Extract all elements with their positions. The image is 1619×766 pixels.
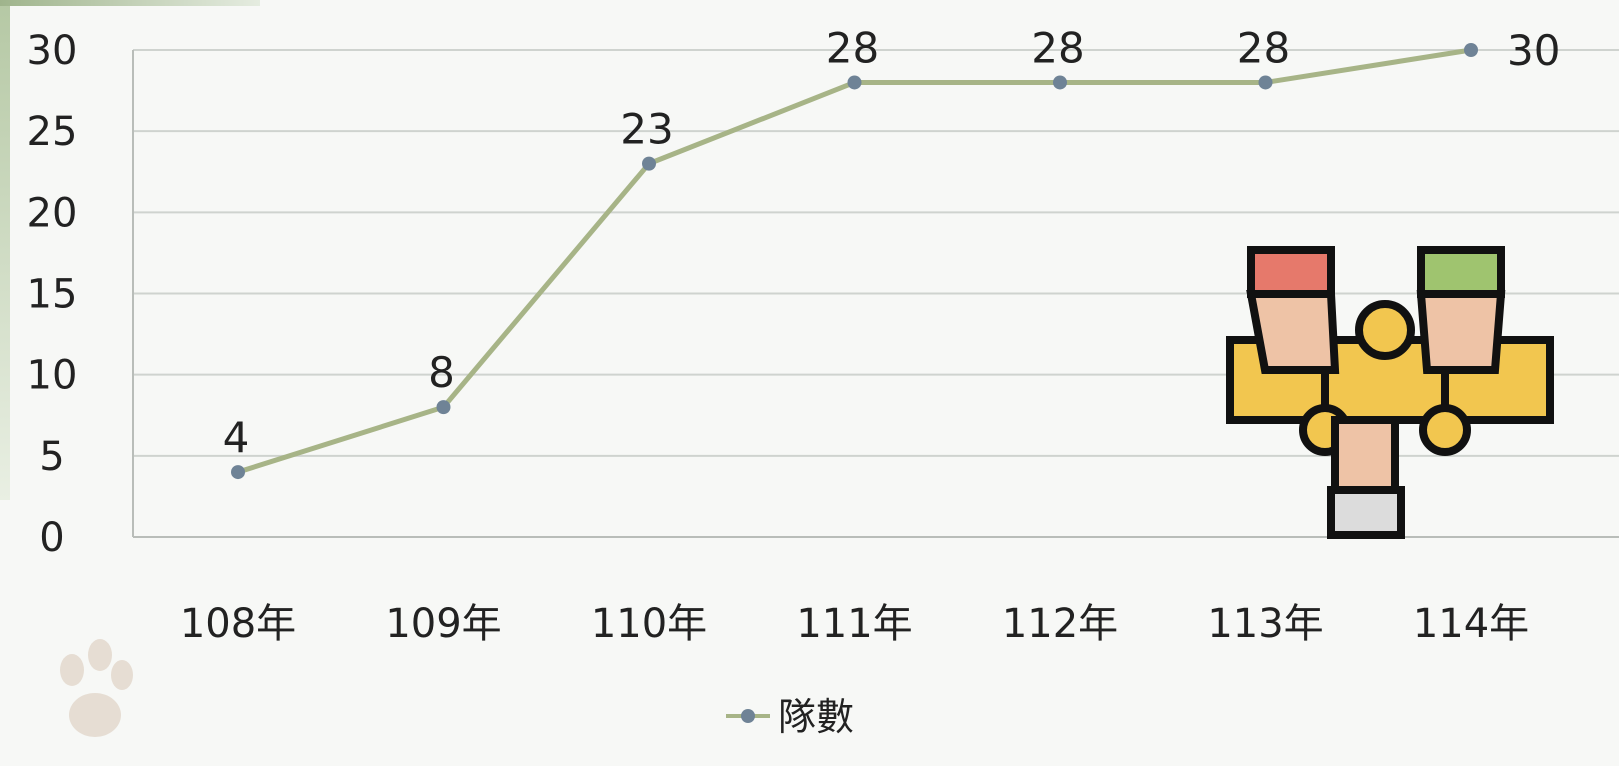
x-tick-label: 108年 <box>180 601 296 647</box>
x-tick-label: 112年 <box>1002 601 1118 647</box>
series-line-group <box>231 43 1478 480</box>
y-tick-label: 20 <box>27 190 78 236</box>
x-tick-label: 111年 <box>796 601 912 647</box>
y-tick-label: 0 <box>39 515 64 561</box>
data-label: 23 <box>620 105 673 154</box>
data-point <box>1464 43 1478 57</box>
legend-label: 隊數 <box>778 695 854 739</box>
x-tick-label: 109年 <box>385 601 501 647</box>
data-point <box>1258 75 1273 90</box>
puzzle-hands-icon <box>1226 246 1554 539</box>
y-tick-label: 30 <box>27 28 78 74</box>
x-tick-label: 113年 <box>1207 601 1323 647</box>
data-point <box>642 156 656 171</box>
y-tick-label: 15 <box>27 272 78 318</box>
data-label: 30 <box>1507 26 1560 75</box>
data-label: 28 <box>1237 23 1290 72</box>
data-labels: 4 8 23 28 28 28 30 <box>223 23 1561 462</box>
data-label: 8 <box>428 348 455 397</box>
y-axis-ticks: 0 5 10 15 20 25 30 <box>27 28 78 561</box>
data-label: 4 <box>223 413 250 462</box>
data-point <box>231 465 245 480</box>
data-label: 28 <box>826 23 879 72</box>
top-accent-bar <box>0 0 260 6</box>
data-point <box>1053 75 1067 90</box>
paw-print-icon <box>60 639 133 737</box>
left-accent-bar <box>0 0 10 500</box>
data-point <box>436 400 451 415</box>
data-point <box>847 75 862 90</box>
x-tick-label: 110年 <box>591 601 707 647</box>
y-tick-label: 10 <box>27 353 78 399</box>
x-tick-label: 114年 <box>1413 601 1529 647</box>
data-label: 28 <box>1031 23 1084 72</box>
legend-marker <box>741 709 755 723</box>
y-tick-label: 25 <box>27 109 78 155</box>
legend: 隊數 <box>726 695 854 739</box>
x-axis-ticks: 108年 109年 110年 111年 112年 113年 114年 <box>180 601 1529 647</box>
y-tick-label: 5 <box>39 434 64 480</box>
